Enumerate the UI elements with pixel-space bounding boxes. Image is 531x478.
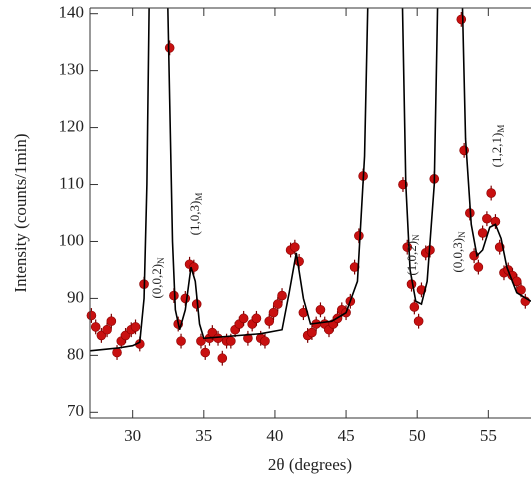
- y-tick-label: 70: [67, 401, 84, 420]
- data-point: [164, 43, 175, 53]
- y-tick-label: 90: [67, 287, 84, 306]
- fit-line: [90, 8, 531, 352]
- peak-label-sub: M: [496, 125, 506, 133]
- x-tick-label: 50: [409, 426, 426, 445]
- data-point: [213, 333, 223, 344]
- data-point: [264, 316, 275, 326]
- data-point: [482, 213, 492, 224]
- data-point: [251, 313, 262, 324]
- data-point: [120, 330, 131, 341]
- data-point: [130, 322, 141, 332]
- data-point: [217, 353, 228, 364]
- data-point: [268, 307, 279, 318]
- peak-label-text: (1,0,3): [187, 201, 202, 236]
- data-point: [243, 333, 253, 344]
- data-point: [315, 305, 326, 315]
- y-tick-label: 120: [59, 116, 85, 135]
- data-point: [456, 14, 467, 25]
- y-axis-label: Intensity (counts/1min): [11, 133, 30, 292]
- data-point: [102, 324, 112, 335]
- y-tick-label: 110: [59, 173, 84, 192]
- peak-label-text: (0,0,3): [450, 238, 465, 273]
- data-point: [354, 230, 364, 241]
- data-point: [176, 336, 186, 346]
- data-point: [307, 327, 317, 338]
- data-point: [96, 330, 107, 341]
- data-point: [180, 293, 191, 304]
- x-tick-label: 40: [266, 426, 283, 445]
- data-point: [86, 310, 97, 321]
- x-tick-label: 55: [480, 426, 497, 445]
- y-tick-label: 100: [59, 230, 85, 249]
- peak-label: (0,0,2)N: [149, 257, 166, 299]
- data-point: [272, 299, 283, 309]
- x-tick-label: 35: [195, 426, 212, 445]
- y-tick-label: 140: [59, 3, 85, 22]
- x-tick-label: 30: [124, 426, 141, 445]
- y-tick-label: 80: [67, 344, 84, 363]
- data-point: [277, 290, 287, 301]
- data-point: [226, 336, 236, 346]
- peak-label-sub: M: [194, 193, 204, 201]
- data-point: [413, 316, 424, 326]
- data-point: [112, 347, 122, 358]
- data-point: [90, 322, 101, 332]
- data-point: [200, 347, 211, 358]
- data-point: [409, 302, 420, 312]
- data-point: [477, 228, 488, 238]
- data-point: [260, 336, 270, 346]
- peak-label: (1,2,1)M: [489, 125, 506, 168]
- x-tick-label: 45: [338, 426, 355, 445]
- peak-label: (0,0,3)N: [450, 231, 467, 273]
- y-tick-label: 130: [59, 60, 85, 79]
- peak-label-sub: N: [156, 257, 166, 264]
- peak-label-text: (0,0,2): [149, 264, 164, 299]
- data-point: [349, 262, 360, 272]
- data-point: [290, 242, 300, 252]
- plot-area: [86, 8, 531, 366]
- peak-label: (1,0,2)N: [404, 234, 421, 276]
- data-point: [238, 313, 249, 324]
- data-point: [473, 262, 484, 272]
- data-point: [486, 188, 496, 198]
- x-axis-label: 2θ (degrees): [268, 455, 352, 474]
- peak-label-text: (1,0,2): [404, 241, 419, 276]
- peak-label-text: (1,2,1): [489, 133, 504, 168]
- peak-label: (1,0,3)M: [187, 193, 204, 236]
- data-point: [106, 316, 117, 326]
- peak-label-sub: N: [457, 231, 467, 238]
- peak-label-sub: N: [411, 234, 421, 241]
